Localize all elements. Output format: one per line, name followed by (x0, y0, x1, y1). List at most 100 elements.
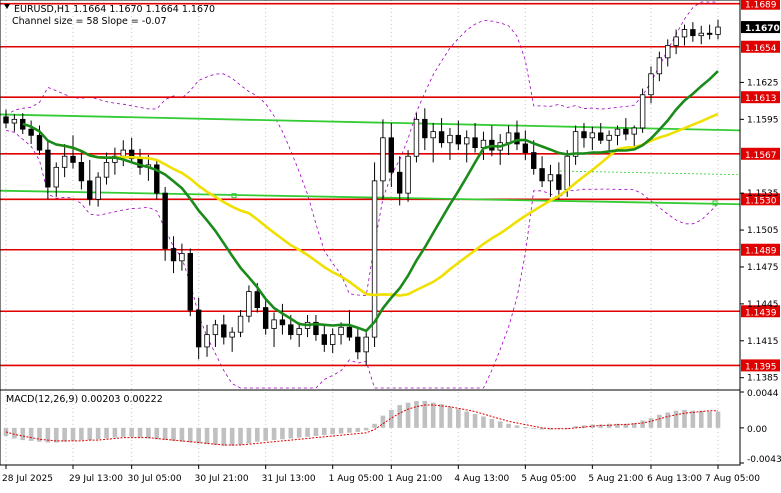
candle (170, 236, 177, 274)
macd-histogram-bar (229, 427, 235, 446)
candle-body (715, 26, 721, 35)
candle (413, 113, 420, 163)
channel-info-label: Channel size = 58 Slope = -0.07 (12, 16, 167, 27)
candle (581, 123, 587, 148)
candle (195, 297, 202, 360)
price-tick-label: 1.1625 (747, 78, 779, 88)
macd-histogram-bar (263, 427, 268, 441)
candle-body (221, 324, 227, 338)
candle-body (422, 118, 428, 139)
candle (70, 135, 76, 169)
macd-histogram-bar (238, 427, 243, 445)
macd-histogram-bar (37, 427, 42, 442)
candle (237, 310, 244, 338)
candle (606, 130, 612, 153)
symbol-ohlc-label: EURUSD,H1 1.1664 1.1670 1.1664 1.1670 (14, 4, 215, 15)
macd-histogram-bar (531, 427, 537, 429)
candles (3, 19, 721, 366)
level-price-tag: 1.1439 (741, 305, 780, 318)
macd-histogram-bar (221, 427, 227, 446)
candle (380, 119, 386, 200)
candle-body (3, 116, 9, 124)
candle (623, 118, 629, 141)
macd-label: MACD(12,26,9) 0.00203 0.00222 (6, 394, 163, 405)
candle (329, 328, 336, 354)
macd-histogram-bar (28, 427, 34, 441)
macd-histogram-bar (447, 406, 453, 428)
macd-histogram-bar (623, 423, 629, 428)
candle-body (656, 57, 663, 75)
candle-body (547, 174, 554, 182)
candle-body (271, 319, 277, 329)
macd-histogram-bar (137, 427, 143, 438)
macd-histogram-bar (657, 414, 662, 428)
macd-histogram-bar (648, 418, 654, 428)
macd-histogram-bar (154, 427, 160, 440)
candle (698, 25, 704, 45)
level-price-text: 1.1567 (745, 151, 777, 161)
candle-body (363, 336, 369, 353)
macd-histogram-bar (330, 427, 335, 435)
candle-body (480, 139, 487, 149)
level-price-tag: 1.1567 (741, 147, 780, 161)
candle-body (396, 171, 403, 194)
level-price-text: 1.1395 (745, 362, 777, 372)
candle-body (28, 128, 34, 136)
candle (715, 19, 721, 40)
candle-body (321, 334, 328, 345)
candle (531, 140, 537, 175)
collapse-triangle-icon[interactable] (4, 4, 10, 9)
macd-histogram-bar (280, 427, 285, 440)
time-tick-label: 1 Aug 05:00 (329, 474, 384, 484)
macd-histogram-bar (313, 427, 319, 437)
current-price-box (741, 21, 780, 34)
macd-histogram-bar (355, 427, 361, 432)
candle (514, 120, 520, 151)
candle-body (681, 29, 688, 38)
level-price-tag: 1.1689 (741, 0, 780, 11)
macd-histogram-bar (489, 418, 495, 428)
candle (162, 187, 168, 261)
channel-anchor-marker (712, 200, 718, 206)
channel-anchor-marker (231, 193, 237, 199)
candle-body (246, 291, 252, 317)
candle (95, 172, 101, 207)
macd-histogram-bar (673, 410, 679, 428)
level-price-box (741, 193, 780, 206)
candle (648, 66, 654, 104)
time-tick-label: 7 Aug 05:00 (705, 474, 760, 484)
time-tick-label: 30 Jul 05:00 (128, 474, 182, 484)
price-tick-label: 1.1595 (747, 115, 779, 125)
candle-body (78, 161, 85, 182)
time-tick-label: 30 Jul 21:00 (195, 474, 249, 484)
candle (187, 248, 193, 317)
channel-line (0, 189, 741, 206)
macd-histogram-bar (439, 404, 444, 428)
candle (396, 156, 403, 206)
time-tick-label: 28 Jul 2025 (2, 474, 53, 484)
candle-body (195, 309, 202, 348)
candle (279, 303, 286, 335)
candle (422, 108, 428, 151)
grid-lines (5, 0, 719, 465)
macd-histogram-bar (95, 427, 101, 440)
macd-histogram-bar (171, 427, 176, 441)
level-price-box (741, 0, 780, 10)
macd-histogram-bar (539, 427, 545, 430)
candle (665, 39, 671, 67)
time-tick-label: 4 Aug 13:00 (454, 474, 509, 484)
candle-body (556, 174, 562, 190)
macd-histogram-bar (665, 412, 671, 428)
macd-histogram-bar (120, 427, 126, 437)
macd-histogram-bar (363, 427, 369, 431)
candle-body (204, 334, 210, 348)
candle (430, 123, 436, 163)
macd-histogram-bar (87, 427, 93, 441)
candle-body (154, 164, 160, 194)
candle-body (405, 155, 411, 194)
candle-body (505, 132, 512, 144)
candle (614, 125, 621, 146)
candle (388, 123, 395, 188)
macd-histogram-bar (146, 427, 151, 439)
